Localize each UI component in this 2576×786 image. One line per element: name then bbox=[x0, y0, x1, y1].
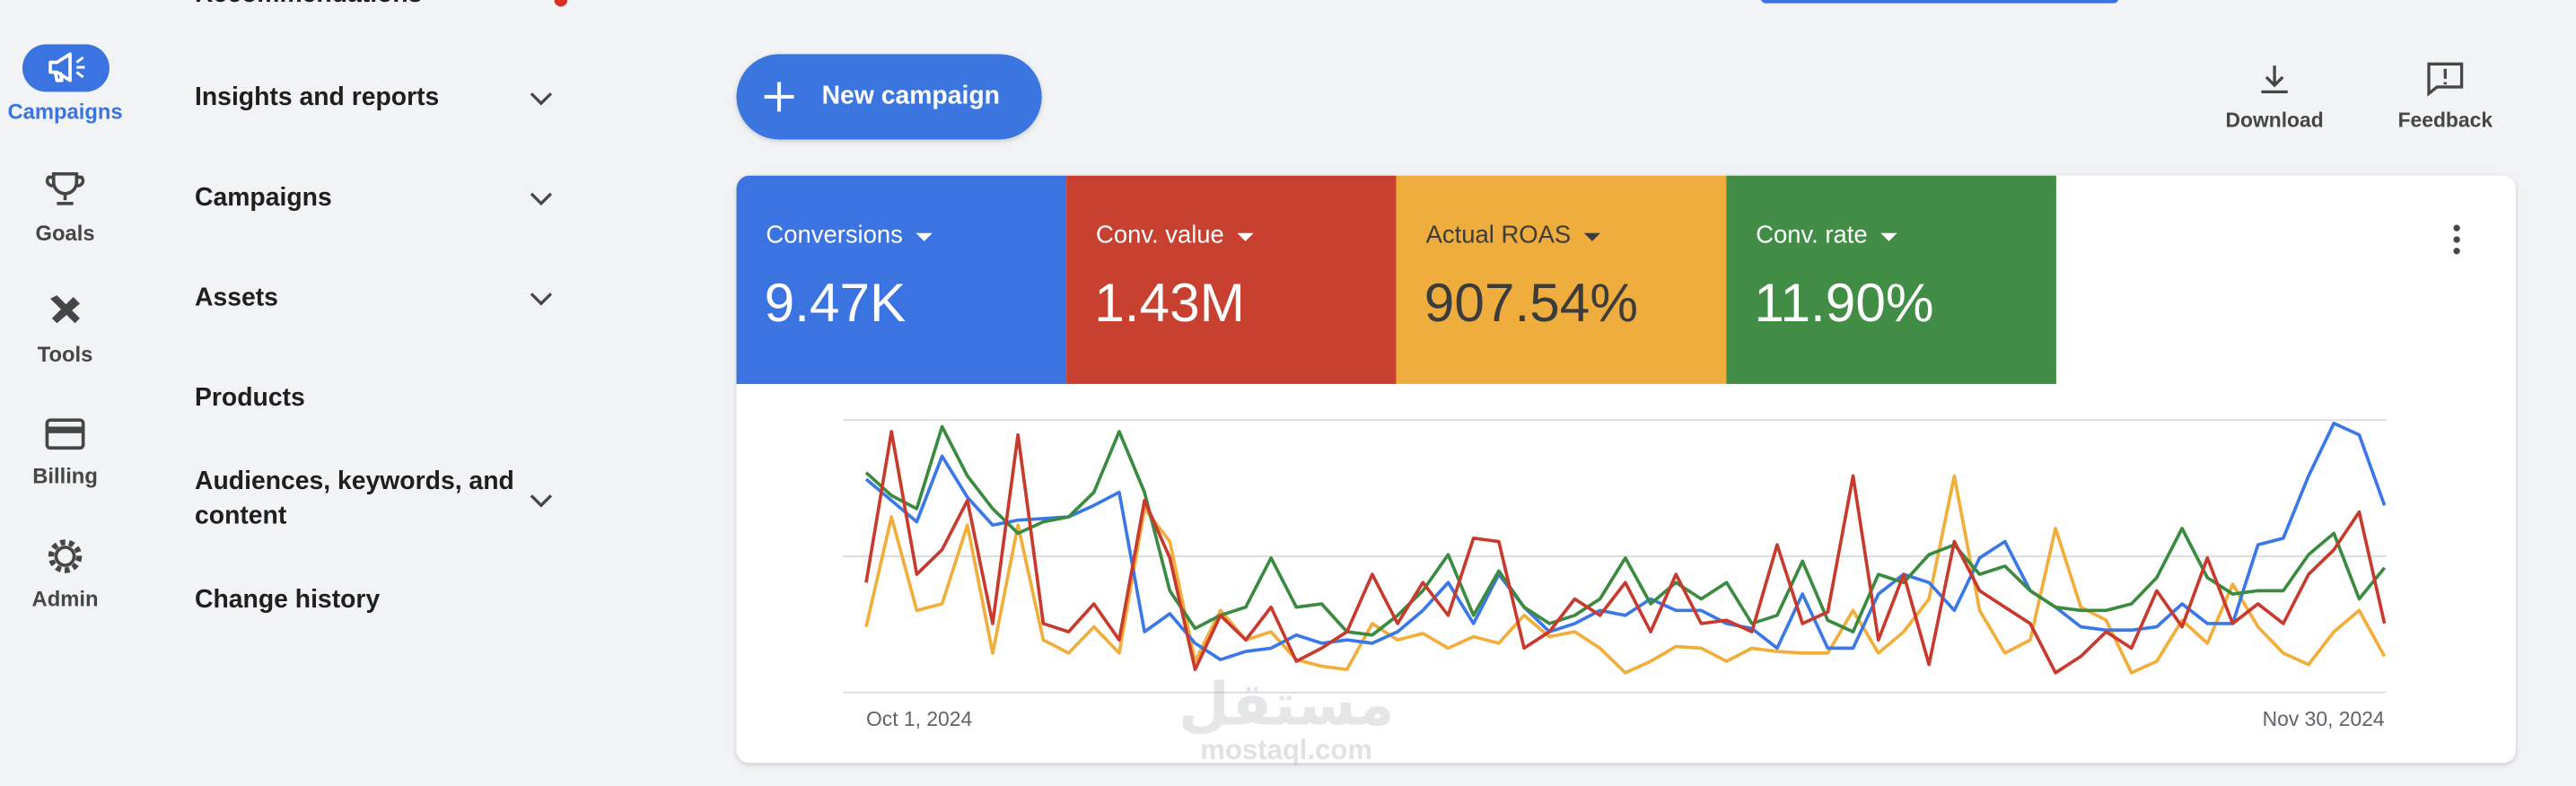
series-line bbox=[864, 422, 2387, 662]
menu-item[interactable]: Audiences, keywords, and bbox=[195, 467, 514, 495]
rail-label[interactable]: Tools bbox=[38, 343, 93, 367]
menu-item[interactable]: Recommendations bbox=[195, 0, 422, 8]
rail-label[interactable]: Admin bbox=[32, 588, 99, 612]
scorecard-label: Conv. value bbox=[1096, 221, 1224, 249]
rail-label[interactable]: Billing bbox=[32, 464, 98, 488]
scorecard-label: Conv. rate bbox=[1756, 221, 1867, 249]
dropdown-arrow[interactable] bbox=[1880, 232, 1897, 241]
action-label[interactable]: Feedback bbox=[2398, 108, 2493, 131]
series-line bbox=[864, 474, 2387, 675]
new-campaign-label: New campaign bbox=[822, 81, 1000, 109]
dropdown-arrow[interactable] bbox=[1583, 232, 1601, 241]
scorecard-label: Conversions bbox=[766, 221, 902, 249]
scorecard-label: Actual ROAS bbox=[1426, 221, 1572, 249]
dropdown-arrow[interactable] bbox=[1237, 232, 1254, 241]
scorecard[interactable] bbox=[1396, 175, 1727, 384]
rail-label[interactable]: Goals bbox=[36, 222, 95, 246]
dropdown-arrow[interactable] bbox=[916, 232, 933, 241]
notification-dot bbox=[554, 0, 568, 7]
chevrons bbox=[530, 92, 553, 508]
rail-label[interactable]: Campaigns bbox=[7, 100, 122, 124]
x-tick-label: Nov 30, 2024 bbox=[2263, 707, 2385, 730]
watermark-url: mostaql.com bbox=[1200, 734, 1372, 765]
scorecard[interactable] bbox=[1726, 175, 2056, 384]
menu-item[interactable]: Change history bbox=[195, 585, 380, 614]
top-bar bbox=[1761, 0, 2119, 4]
x-tick-label: Oct 1, 2024 bbox=[866, 707, 972, 730]
menu-item[interactable]: Assets bbox=[195, 283, 278, 311]
series-line bbox=[864, 424, 2387, 637]
menu-item[interactable]: Insights and reports bbox=[195, 83, 439, 111]
series-line bbox=[864, 430, 2387, 675]
menu-item[interactable]: Products bbox=[195, 383, 305, 412]
scorecard[interactable] bbox=[736, 175, 1067, 384]
new-campaign-button[interactable] bbox=[736, 54, 1042, 140]
menu-item[interactable]: Campaigns bbox=[195, 183, 332, 212]
action-label[interactable]: Download bbox=[2226, 108, 2324, 131]
active-pill[interactable] bbox=[22, 44, 110, 92]
grid bbox=[843, 419, 2387, 694]
more-menu[interactable] bbox=[2453, 224, 2460, 255]
scorecard[interactable] bbox=[1066, 175, 1397, 384]
action-icons bbox=[2261, 62, 2464, 97]
scorecard-value: 907.54% bbox=[1424, 272, 1638, 333]
menu-item[interactable]: content bbox=[195, 502, 287, 530]
scorecard-value: 9.47K bbox=[765, 272, 907, 333]
watermark: مستقل bbox=[1178, 670, 1395, 737]
scorecard-value: 11.90% bbox=[1754, 272, 1933, 333]
rail-icons bbox=[22, 44, 110, 573]
scorecard-value: 1.43M bbox=[1094, 272, 1245, 333]
plus-icon bbox=[764, 82, 794, 112]
